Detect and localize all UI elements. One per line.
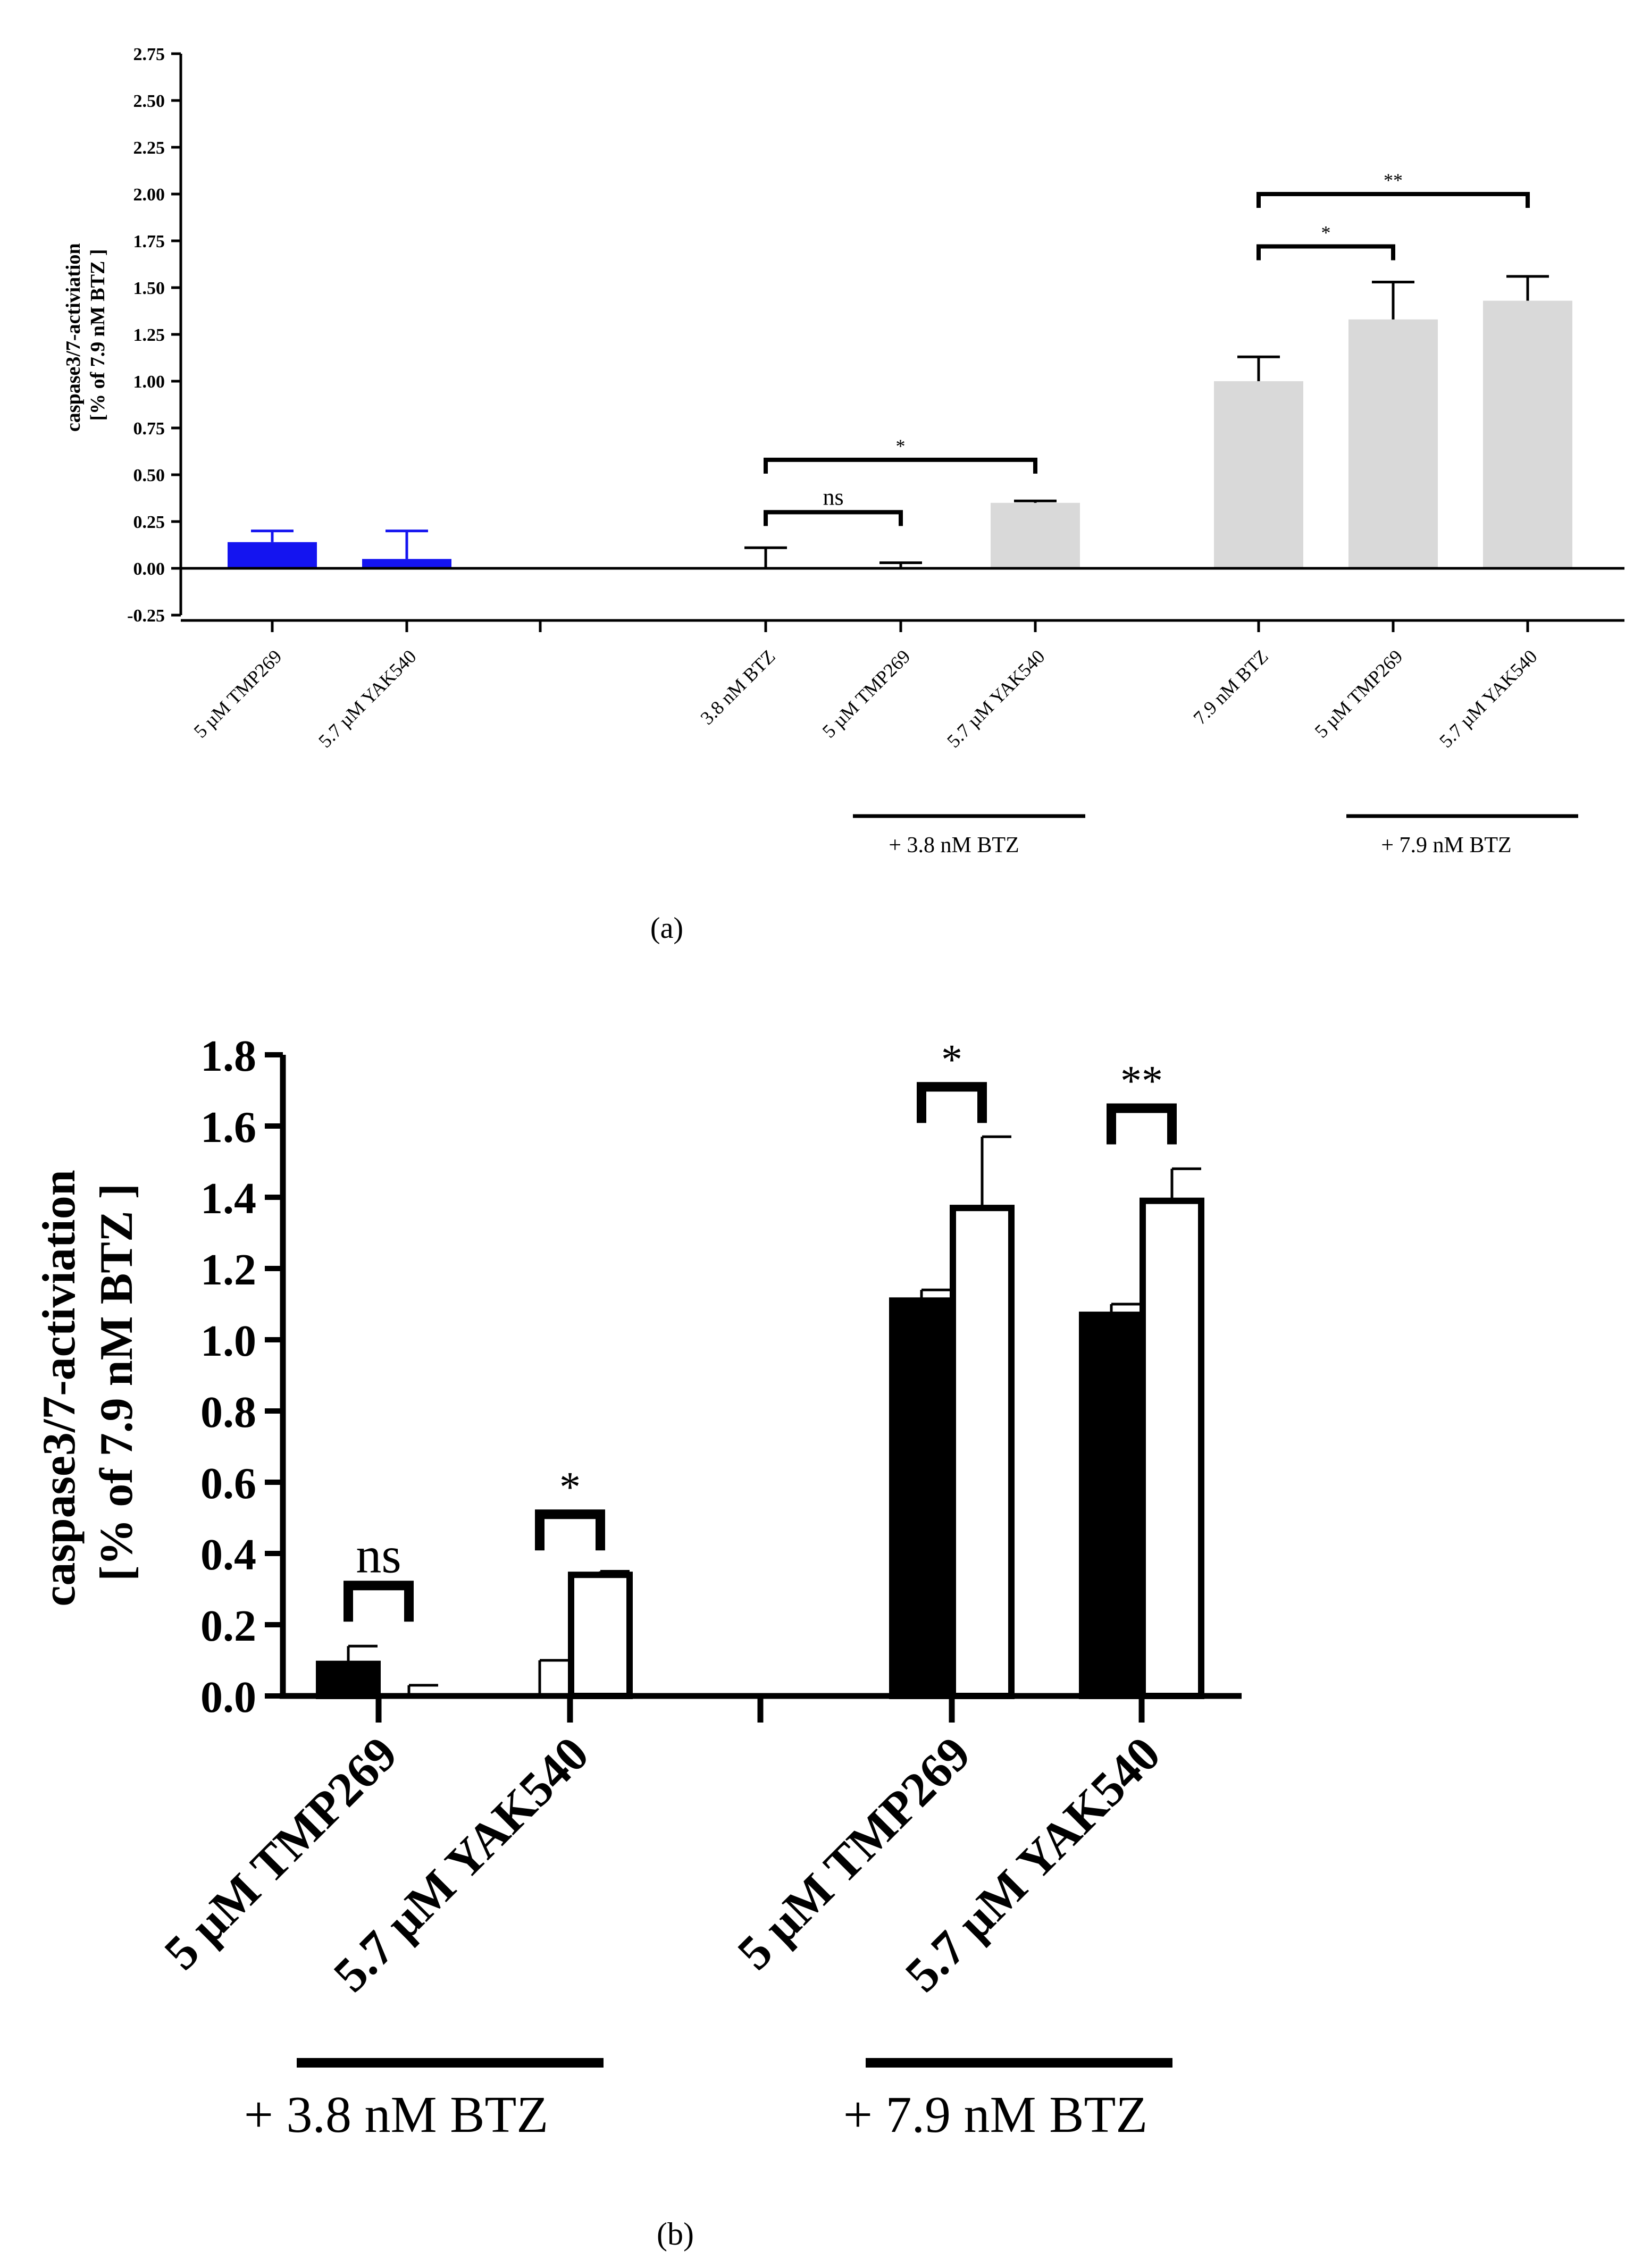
panel-a-y-tick-label: 0.75 [133, 419, 165, 439]
panel-b-significance-bracket [917, 1082, 987, 1123]
panel-a-y-tick-label: 1.50 [133, 279, 165, 298]
panel-a-bar [1483, 300, 1572, 568]
panel-b-group-labels: + 3.8 nM BTZ + 7.9 nM BTZ [244, 2058, 1172, 2144]
panel-b-y-label-line-1: caspase3/7-activiation [33, 1170, 85, 1606]
panel-a-y-tick-label: 0.25 [133, 513, 165, 532]
panel-a-y-axis: 2.75 2.50 2.25 2.00 1.75 1.50 1.25 1.00 0.75 0.50… [127, 45, 182, 626]
panel-a-significance-label: ** [1384, 170, 1403, 191]
panel-b-y-tick-label: 1.4 [200, 1174, 256, 1223]
panel-a-y-tick-label: 2.50 [133, 91, 165, 111]
panel-b-y-tick-label: 0.6 [200, 1459, 256, 1508]
panel-a-caption: (a) [650, 912, 683, 945]
panel-a-x-tick-label: 5.7 µM YAK540 [314, 645, 421, 752]
panel-b-group-label-3-8: + 3.8 nM BTZ [244, 2086, 549, 2144]
panel-a-chart: 2.75 2.50 2.25 2.00 1.75 1.50 1.25 1.00 0.75 0.50… [62, 45, 1624, 945]
panel-a-x-tick-label: 5 µM TMP269 [1311, 645, 1407, 742]
panel-a-x-axis: 5 µM TMP269 5.7 µM YAK540 3.8 nM BTZ 5 µM T… [181, 567, 1624, 752]
panel-b-bars [316, 1135, 1204, 1700]
panel-b-y-tick-label: 0.4 [200, 1530, 256, 1580]
panel-a-x-tick-label: 3.8 nM BTZ [696, 645, 779, 728]
panel-b-significance-label: ns [356, 1526, 401, 1583]
panel-a-y-tick-label: -0.25 [127, 606, 165, 626]
panel-b-significance-label: ** [1120, 1058, 1163, 1105]
panel-a-y-tick-label: 1.00 [133, 372, 165, 392]
panel-b-y-tick-label: 1.0 [200, 1316, 256, 1366]
panel-b-y-tick-label: 1.6 [200, 1103, 256, 1152]
panel-a-y-tick-label: 0.50 [133, 466, 165, 485]
panel-a-significance-label: ns [823, 484, 843, 510]
panel-a-significance-bracket [764, 457, 1037, 474]
panel-a-group-label-7-9: + 7.9 nM BTZ [1381, 833, 1511, 858]
panel-b-y-tick-label: 0.0 [200, 1673, 256, 1722]
panel-b-chart: 1.81.61.41.21.00.80.60.40.20.0 ns** ** 5 … [33, 1031, 1242, 2252]
panel-a-y-label-line-2: [% of 7.9 nM BTZ ] [87, 249, 109, 421]
panel-b-bar [1079, 1312, 1144, 1700]
panel-b-significance-label: * [941, 1036, 962, 1083]
panel-a-bar [991, 502, 1080, 568]
panel-a-y-label-line-1: caspase3/7-activiation [62, 243, 85, 432]
panel-a-x-tick-label: 5.7 µM YAK540 [1435, 645, 1542, 752]
panel-a-significance-bracket [764, 510, 903, 526]
panel-a-bar [1214, 381, 1303, 568]
panel-b-bar [950, 1205, 1015, 1700]
panel-b-y-tick-label: 0.2 [200, 1601, 256, 1651]
panel-b-y-axis: 1.8 1.6 1.4 1.2 1.0 0.8 0.6 0.4 0.2 0.0 [200, 1031, 286, 1722]
panel-b-significance-label: * [559, 1464, 581, 1510]
panel-a-x-tick-label: 7.9 nM BTZ [1189, 645, 1272, 728]
panel-a-bars [228, 275, 1572, 568]
panel-a-y-tick-label: 1.75 [133, 232, 165, 251]
panel-a-y-tick-label: 2.75 [133, 45, 165, 64]
panel-b-bar [316, 1660, 381, 1699]
panel-a-significance-bracket [1256, 192, 1530, 208]
panel-a-y-tick-label: 1.25 [133, 325, 165, 345]
panel-a-x-tick-label: 5 µM TMP269 [190, 645, 286, 742]
panel-b-significance-bracket [1107, 1103, 1177, 1145]
panel-b-significance: ns** ** [344, 1036, 1177, 1622]
panel-b-significance-bracket [535, 1509, 605, 1551]
panel-a-group-labels: + 3.8 nM BTZ + 7.9 nM BTZ [853, 814, 1578, 858]
panel-b-y-axis-label: caspase3/7-activiation [% of 7.9 nM BTZ … [33, 1158, 143, 1606]
panel-b-bar [889, 1297, 954, 1700]
panel-a-significance: ns**** [764, 170, 1530, 526]
panel-a-bar [1348, 319, 1438, 568]
panel-b-y-label-line-2: [% of 7.9 nM BTZ ] [91, 1183, 143, 1581]
panel-a-y-tick-label: 0.00 [133, 559, 165, 579]
panel-a-group-label-3-8: + 3.8 nM BTZ [889, 833, 1019, 858]
panel-b-y-tick-label: 1.8 [200, 1031, 256, 1081]
panel-a-x-tick-label: 5.7 µM YAK540 [943, 645, 1049, 752]
panel-a-y-tick-label: 2.00 [133, 185, 165, 205]
panel-a-y-axis-label: caspase3/7-activiation [% of 7.9 nM BTZ … [62, 238, 109, 432]
panel-a-y-tick-label: 2.25 [133, 138, 165, 158]
panel-b-significance-bracket [344, 1581, 414, 1622]
panel-b-bar [568, 1572, 633, 1699]
panel-a-bar [228, 542, 317, 568]
panel-a-significance-bracket [1256, 244, 1395, 261]
panel-a-bar [362, 559, 451, 568]
panel-a-significance-label: * [896, 435, 906, 457]
panel-a-x-tick-label: 5 µM TMP269 [818, 645, 915, 742]
panel-b-caption: (b) [657, 2216, 694, 2252]
panel-b-y-tick-label: 1.2 [200, 1245, 256, 1295]
panel-a-significance-label: * [1321, 222, 1331, 243]
panel-b-bar [1140, 1197, 1204, 1699]
panel-b-group-label-7-9: + 7.9 nM BTZ [843, 2086, 1148, 2144]
panel-b-y-tick-label: 0.8 [200, 1388, 256, 1437]
